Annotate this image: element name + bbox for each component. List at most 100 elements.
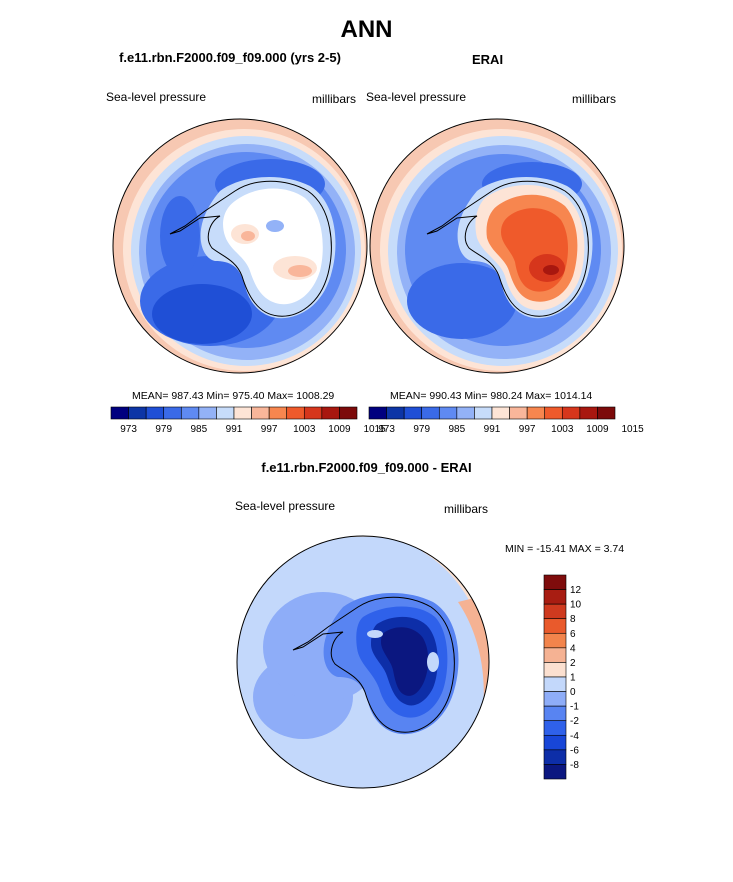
map-border — [369, 118, 625, 374]
colorbar-tick-label: 1003 — [551, 424, 574, 435]
colorbar-box — [303, 406, 323, 420]
colorbar-box — [561, 406, 581, 420]
antarctic-coastline — [169, 180, 332, 317]
obs-panel-title: ERAI — [472, 52, 504, 67]
diff-colorbar-box — [543, 749, 567, 765]
diff-colorbar-box — [543, 705, 567, 722]
diff-colorbar-box — [543, 676, 567, 692]
obs-variable-label: Sea-level pressure — [366, 90, 467, 104]
diff-colorbar-tick-label: 12 — [570, 585, 582, 596]
colorbar-box — [251, 406, 270, 420]
colorbar-tick-label: 1015 — [363, 424, 386, 435]
colorbar-box — [491, 406, 510, 420]
diff-colorbar-tick-label: -1 — [570, 702, 579, 713]
colorbar-box — [198, 406, 217, 420]
map-border — [236, 535, 490, 789]
model-colorbar: 973 979 985 991 997 1003 1009 1015 — [110, 406, 386, 435]
diff-light-patch — [367, 630, 383, 638]
model-polar-map — [112, 118, 368, 374]
colorbar-tick-label: 997 — [519, 424, 536, 435]
obs-stats: MEAN= 990.43 Min= 980.24 Max= 1014.14 — [390, 390, 593, 402]
obs-polar-map — [369, 118, 625, 374]
map-border — [112, 118, 368, 374]
colorbar-tick-label: 985 — [191, 424, 208, 435]
diff-colorbar-tick-label: -8 — [570, 760, 579, 771]
colorbar-tick-label: 1009 — [586, 424, 609, 435]
colorbar-box — [268, 406, 288, 420]
colorbar-box — [163, 406, 182, 420]
colorbar-tick-label: 979 — [413, 424, 430, 435]
diff-colorbar-box — [543, 618, 567, 634]
diff-colorbar-box — [543, 734, 567, 751]
obs-units-label: millibars — [572, 92, 617, 106]
diff-colorbar-box — [543, 589, 567, 605]
colorbar-box — [128, 406, 147, 420]
diff-colorbar-tick-label: -2 — [570, 716, 579, 727]
colorbar-box — [544, 406, 563, 420]
diff-minmax: MIN = -15.41 MAX = 3.74 — [505, 543, 625, 555]
colorbar-tick-label: 1009 — [328, 424, 351, 435]
colorbar-box — [526, 406, 546, 420]
diff-colorbar-box — [543, 632, 567, 649]
model-high-east-core — [288, 265, 312, 277]
model-panel-title: f.e11.rbn.F2000.f09_f09.000 (yrs 2-5) — [119, 50, 341, 65]
colorbar-box — [321, 406, 340, 420]
colorbar-box — [180, 406, 200, 420]
diff-colorbar-tick-label: 6 — [570, 629, 576, 640]
colorbar-box — [438, 406, 458, 420]
low-amundsen-core — [152, 284, 252, 344]
model-variable-label: Sea-level pressure — [106, 90, 207, 104]
colorbar-box — [597, 406, 616, 420]
diff-panel-title: f.e11.rbn.F2000.f09_f09.000 - ERAI — [261, 460, 472, 475]
colorbar-box — [421, 406, 440, 420]
colorbar-box — [368, 406, 387, 420]
model-stats: MEAN= 987.43 Min= 975.40 Max= 1008.29 — [132, 390, 335, 402]
diff-variable-label: Sea-level pressure — [235, 499, 336, 513]
colorbar-box — [216, 406, 235, 420]
colorbar-box — [110, 406, 129, 420]
colorbar-box — [386, 406, 405, 420]
colorbar-tick-label: 1003 — [293, 424, 316, 435]
model-units-label: millibars — [312, 92, 357, 106]
colorbar-tick-label: 979 — [155, 424, 172, 435]
diff-colorbar-tick-label: -4 — [570, 731, 579, 742]
diff-colorbar-box — [543, 720, 567, 736]
obs-colorbar: 973 979 985 991 997 1003 1009 1015 — [368, 406, 644, 435]
diff-colorbar-tick-label: 1 — [570, 673, 576, 684]
colorbar-box — [145, 406, 165, 420]
colorbar-tick-label: 973 — [378, 424, 395, 435]
obs-max-core — [543, 265, 559, 275]
antarctic-coastline — [292, 596, 455, 733]
colorbar-tick-label: 985 — [449, 424, 466, 435]
diff-colorbar-tick-label: 8 — [570, 614, 576, 625]
colorbar-tick-label: 973 — [120, 424, 137, 435]
colorbar-box — [339, 406, 358, 420]
model-high-west-core — [241, 231, 255, 241]
diff-colorbar-box — [543, 603, 567, 620]
figure-title: ANN — [340, 16, 393, 43]
low-bellings — [160, 196, 200, 276]
colorbar-box — [509, 406, 528, 420]
colorbar-tick-label: 1015 — [621, 424, 644, 435]
colorbar-box — [403, 406, 423, 420]
colorbar-box — [456, 406, 475, 420]
antarctic-coastline — [426, 180, 589, 317]
diff-east-light-patch — [427, 652, 439, 672]
colorbar-box — [286, 406, 305, 420]
diff-colorbar-box — [543, 764, 567, 780]
colorbar-box — [474, 406, 493, 420]
colorbar-box — [579, 406, 598, 420]
diff-units-label: millibars — [444, 502, 489, 516]
diff-colorbar-tick-label: 0 — [570, 687, 576, 698]
diff-colorbar-tick-label: -6 — [570, 745, 579, 756]
low-amundsen — [407, 263, 517, 339]
diff-continent-m12 — [381, 627, 429, 696]
colorbar-box — [233, 406, 252, 420]
diff-colorbar-tick-label: 2 — [570, 658, 576, 669]
colorbar-tick-label: 997 — [261, 424, 278, 435]
colorbar-tick-label: 991 — [226, 424, 243, 435]
diff-colorbar-box — [543, 662, 567, 678]
diff-polar-map — [236, 535, 490, 789]
diff-colorbar-box — [543, 691, 567, 707]
